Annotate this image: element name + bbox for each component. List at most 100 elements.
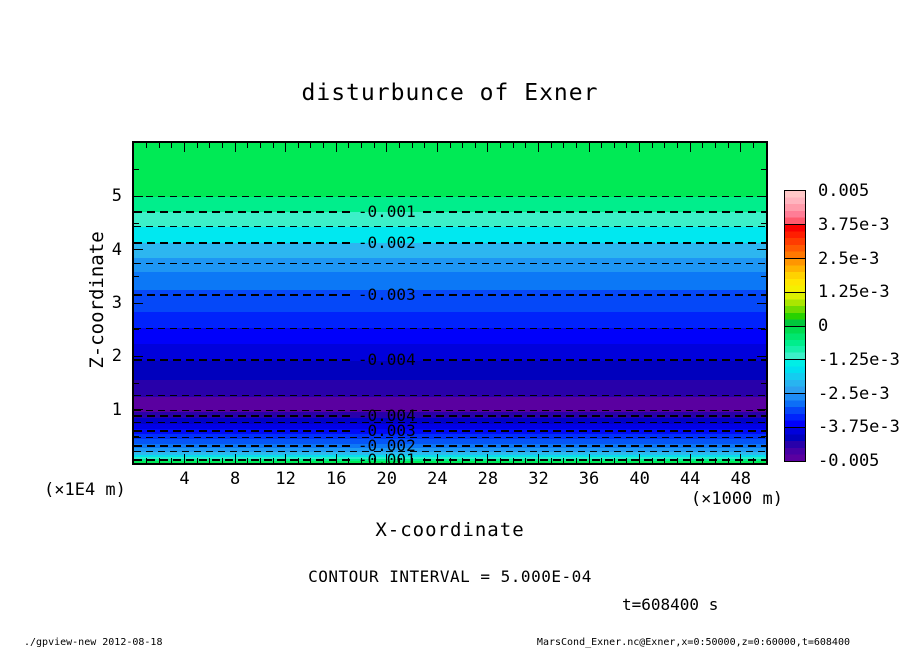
x-tick-label: 48 <box>730 469 751 489</box>
x-axis-label: X-coordinate <box>375 519 525 541</box>
x-tick <box>702 143 704 148</box>
x-tick <box>411 143 413 148</box>
x-tick <box>436 143 438 152</box>
y-tick <box>761 329 766 331</box>
x-tick <box>537 143 539 152</box>
x-tick <box>512 458 514 463</box>
colorbar-label: 0 <box>818 316 829 336</box>
x-tick <box>677 458 679 463</box>
contour-band <box>134 455 766 458</box>
contour-band <box>134 328 766 345</box>
x-tick <box>575 458 577 463</box>
x-tick <box>361 143 363 148</box>
y-tick <box>134 275 139 277</box>
x-tick <box>297 458 299 463</box>
contour-line <box>422 444 766 447</box>
y-axis-unit-label: (×1E4 m) <box>44 480 126 500</box>
time-label: t=608400 s <box>622 595 719 614</box>
contour-band <box>134 344 766 362</box>
x-tick <box>335 143 337 152</box>
x-tick-label: 24 <box>427 469 448 489</box>
x-tick <box>209 458 211 463</box>
y-tick <box>134 435 139 437</box>
x-tick <box>563 458 565 463</box>
page-title: disturbunce of Exner <box>301 80 599 106</box>
x-tick-label: 4 <box>179 469 190 489</box>
contour-line <box>134 395 766 397</box>
x-tick <box>525 143 527 148</box>
y-tick <box>757 355 766 357</box>
y-tick <box>761 382 766 384</box>
x-tick <box>259 458 261 463</box>
x-tick <box>500 458 502 463</box>
x-tick <box>601 458 603 463</box>
x-tick <box>310 143 312 148</box>
x-tick <box>512 143 514 148</box>
colorbar-segment <box>785 191 805 224</box>
x-tick <box>664 458 666 463</box>
x-tick <box>247 458 249 463</box>
x-tick <box>171 458 173 463</box>
x-tick <box>146 458 148 463</box>
y-tick <box>134 249 143 251</box>
x-tick-label: 8 <box>229 469 241 489</box>
x-tick <box>348 458 350 463</box>
contour-band <box>134 396 766 412</box>
x-tick <box>639 454 641 463</box>
x-tick <box>158 458 160 463</box>
y-tick-label: 5 <box>111 186 122 207</box>
x-tick <box>626 458 628 463</box>
x-tick <box>601 143 603 148</box>
x-tick <box>639 143 641 152</box>
x-tick <box>487 143 489 152</box>
colorbar-segment <box>785 393 805 428</box>
y-tick <box>761 222 766 224</box>
x-tick <box>575 143 577 148</box>
y-tick-label: 3 <box>111 293 122 313</box>
contour-label: -0.003 <box>357 285 416 304</box>
contour-band <box>134 258 766 273</box>
contour-band <box>134 439 766 444</box>
x-tick <box>285 454 287 463</box>
footer-dataset-label: MarsCond_Exner.nc@Exner,x=0:50000,z=0:60… <box>536 637 850 648</box>
y-tick <box>761 435 766 437</box>
contour-line <box>422 430 766 432</box>
x-tick <box>373 458 375 463</box>
colorbar-segment <box>785 325 805 360</box>
colorbar-segment <box>785 223 805 258</box>
contour-band <box>134 379 766 397</box>
y-tick <box>134 302 143 304</box>
x-tick-label: 28 <box>477 469 499 489</box>
x-tick-label: 32 <box>528 469 549 489</box>
y-tick <box>757 302 766 304</box>
x-tick <box>184 143 186 152</box>
contour-line <box>134 262 766 264</box>
x-tick-label: 36 <box>578 469 600 489</box>
x-tick-label: 44 <box>679 469 701 489</box>
y-tick <box>761 169 766 171</box>
contour-band <box>134 211 766 227</box>
x-tick <box>323 458 325 463</box>
contour-band <box>134 196 766 212</box>
x-tick <box>361 458 363 463</box>
colorbar-label: 1.25e-3 <box>818 282 890 303</box>
contour-band <box>134 451 766 455</box>
x-tick <box>398 458 400 463</box>
contour-line <box>134 327 766 329</box>
contour-band <box>134 312 766 329</box>
y-tick <box>761 275 766 277</box>
contour-line <box>422 458 766 461</box>
contour-band <box>134 434 766 439</box>
contour-line <box>134 410 766 412</box>
y-tick <box>134 355 143 357</box>
x-tick <box>537 454 539 463</box>
x-tick-label: 20 <box>376 469 398 489</box>
x-tick <box>588 143 590 152</box>
x-tick <box>449 458 451 463</box>
x-tick <box>689 143 691 152</box>
x-tick <box>689 454 691 463</box>
x-tick <box>285 143 287 152</box>
x-tick <box>259 143 261 148</box>
x-tick <box>234 143 236 152</box>
contour-line <box>422 294 766 296</box>
